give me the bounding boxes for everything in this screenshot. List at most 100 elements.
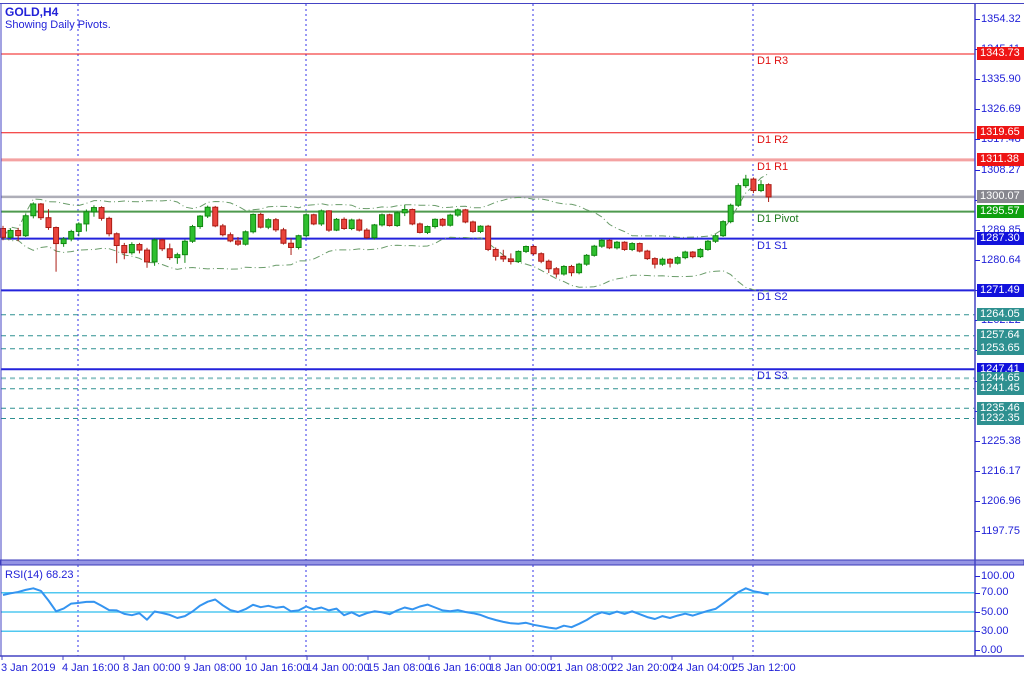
candle-body xyxy=(606,239,613,249)
price-tick-label: 1335.90 xyxy=(981,73,1021,86)
candle-body xyxy=(439,218,446,226)
candle-body xyxy=(113,233,120,247)
candle-body xyxy=(333,218,340,231)
candle-body xyxy=(227,234,234,242)
price-badge: 1319.65 xyxy=(977,126,1024,140)
candle-body xyxy=(75,223,82,232)
price-badge: 1311.38 xyxy=(977,153,1024,167)
time-tick-label: 18 Jan 00:00 xyxy=(489,662,553,674)
candle-body xyxy=(432,218,439,228)
candle-body xyxy=(651,258,658,265)
pivot-line-label: D1 R1 xyxy=(757,160,789,173)
candle-body xyxy=(151,239,158,263)
price-badge: 1232.35 xyxy=(977,411,1024,425)
rsi-scale-label: 50.00 xyxy=(981,605,1009,618)
time-tick-label: 21 Jan 08:00 xyxy=(550,662,614,674)
time-tick-label: 9 Jan 08:00 xyxy=(184,662,242,674)
candle-body xyxy=(318,210,325,225)
candle-body xyxy=(174,254,181,259)
candle-body xyxy=(136,244,143,251)
price-tick-dash xyxy=(975,259,980,261)
band-lower xyxy=(2,236,769,292)
candle-body xyxy=(45,217,52,229)
candle-body xyxy=(469,221,476,232)
candle-body xyxy=(477,225,484,232)
price-tick-label: 1308.27 xyxy=(981,163,1021,176)
candle-body xyxy=(560,265,567,275)
candle-body xyxy=(189,226,196,242)
candle-body xyxy=(515,250,522,263)
candle-body xyxy=(462,209,469,223)
candle-body xyxy=(68,230,75,240)
price-tick-dash xyxy=(975,470,980,472)
panel-separator xyxy=(0,559,1024,566)
candle-body xyxy=(689,251,696,258)
candle-body xyxy=(613,241,620,249)
candle-body xyxy=(250,213,257,233)
candle-body xyxy=(265,219,272,228)
pivot-line-label: D1 S2 xyxy=(757,291,788,304)
price-tick-dash xyxy=(975,139,980,141)
candle-body xyxy=(492,248,499,257)
price-tick-label: 1216.17 xyxy=(981,464,1021,477)
rsi-scale-dash xyxy=(975,631,980,633)
rsi-scale-label: 0.00 xyxy=(981,644,1003,656)
price-badge: 1343.73 xyxy=(977,47,1024,61)
price-tick-dash xyxy=(975,229,980,231)
candle-body xyxy=(288,242,295,248)
pivot-line-label: D1 R2 xyxy=(757,133,789,146)
price-badge: 1241.45 xyxy=(977,382,1024,396)
time-tick-label: 3 Jan 2019 xyxy=(1,662,56,674)
candle-body xyxy=(629,243,636,250)
candle-body xyxy=(341,218,348,230)
candle-body xyxy=(356,219,363,231)
candle-body xyxy=(416,223,423,233)
candle-body xyxy=(667,258,674,264)
time-tick-label: 15 Jan 08:00 xyxy=(367,662,431,674)
candle-body xyxy=(257,213,264,228)
candle-body xyxy=(121,245,128,254)
price-tick-label: 1225.38 xyxy=(981,434,1021,447)
candle-body xyxy=(621,241,628,250)
candle-body xyxy=(712,235,719,242)
candle-body xyxy=(598,239,605,247)
candle-body xyxy=(644,250,651,260)
price-badge: 1253.65 xyxy=(977,342,1024,356)
rsi-scale-label: 30.00 xyxy=(981,624,1009,637)
candle-body xyxy=(553,268,560,275)
price-tick-label: 1354.32 xyxy=(981,12,1021,25)
candle-body xyxy=(523,246,530,252)
rsi-scale-dash xyxy=(975,592,980,594)
time-tick-label: 16 Jan 16:00 xyxy=(428,662,492,674)
candle-body xyxy=(424,226,431,233)
price-badge: 1257.64 xyxy=(977,329,1024,343)
price-badge: 1264.05 xyxy=(977,308,1024,322)
candle-body xyxy=(674,257,681,264)
time-tick-label: 25 Jan 12:00 xyxy=(732,662,796,674)
candle-body xyxy=(60,238,67,245)
candle-body xyxy=(530,246,537,255)
price-badge: 1287.30 xyxy=(977,232,1024,246)
candle-body xyxy=(591,245,598,256)
candle-body xyxy=(401,209,408,214)
price-badge: 1271.49 xyxy=(977,283,1024,297)
time-tick-label: 24 Jan 04:00 xyxy=(671,662,735,674)
candle-body xyxy=(234,240,241,245)
pivot-line-label: D1 Pivot xyxy=(757,212,799,225)
candle-body xyxy=(166,248,173,259)
price-tick-label: 1197.75 xyxy=(981,525,1020,538)
candle-body xyxy=(197,215,204,228)
candle-body xyxy=(106,217,113,235)
candle-body xyxy=(507,258,514,263)
candle-body xyxy=(379,214,385,226)
candle-body xyxy=(765,184,772,198)
candle-body xyxy=(659,258,666,265)
candle-body xyxy=(159,239,166,250)
candle-body xyxy=(538,253,545,262)
band-upper xyxy=(2,173,769,238)
candle-body xyxy=(485,225,492,250)
price-tick-dash xyxy=(975,79,980,81)
pivot-line-label: D1 S3 xyxy=(757,370,788,383)
price-badge: 1235.46 xyxy=(977,401,1024,415)
